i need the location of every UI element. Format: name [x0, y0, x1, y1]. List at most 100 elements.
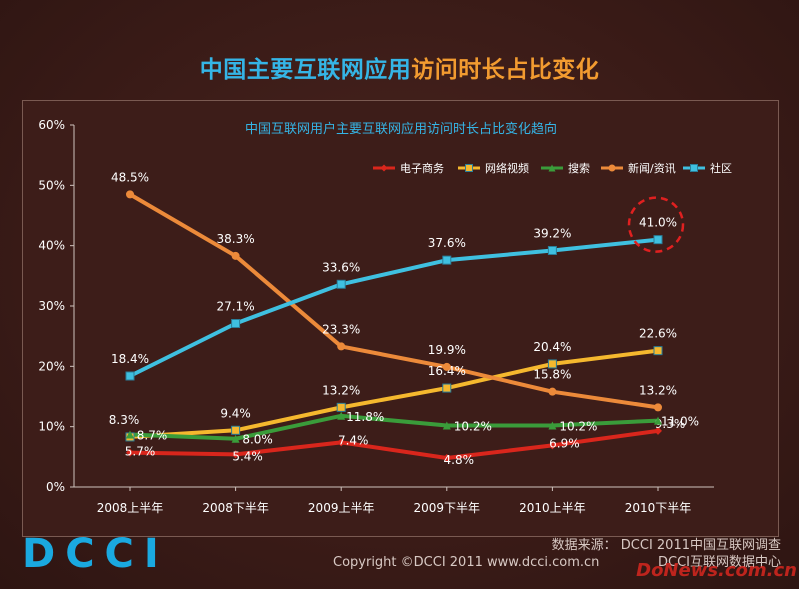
data-point	[548, 421, 557, 430]
series-line	[129, 413, 659, 441]
chart-title: 中国互联网用户主要互联网应用访问时长占比变化趋向	[245, 121, 557, 137]
data-point	[654, 416, 662, 425]
data-point	[336, 402, 346, 412]
dcci-logo: DCCI	[22, 534, 169, 574]
data-label: 18.4%	[111, 352, 149, 366]
x-tick-label: 2008上半年	[97, 501, 164, 515]
y-tick-label: 50%	[38, 178, 65, 192]
y-tick-label: 60%	[38, 118, 65, 132]
x-tick-label: 2008下半年	[202, 501, 269, 515]
data-point	[126, 190, 134, 199]
series-line	[129, 428, 659, 461]
data-point	[548, 387, 557, 396]
series-line	[129, 237, 659, 378]
data-source: 数据来源： DCCI 2011中国互联网调查 DCCI互联网数据中心	[552, 537, 781, 571]
data-point	[126, 430, 134, 439]
data-point	[125, 371, 135, 381]
data-label: 10.2%	[559, 419, 597, 433]
data-label: 10.2%	[454, 419, 492, 433]
data-label: 20.4%	[533, 340, 571, 354]
y-tick-label: 20%	[38, 359, 65, 373]
data-label: 13.2%	[322, 383, 360, 397]
data-label: 9.3%	[655, 417, 686, 431]
y-tick-label: 10%	[38, 420, 65, 434]
y-tick-label: 40%	[38, 239, 65, 253]
data-label: 4.8%	[444, 453, 475, 467]
series-line	[128, 192, 659, 410]
y-tick-label: 0%	[46, 480, 65, 494]
x-tick-label: 2010上半年	[519, 501, 586, 515]
legend-label: 搜索	[568, 161, 590, 175]
source-line-1: 数据来源： DCCI 2011中国互联网调查	[551, 538, 781, 553]
legend-label: 网络视频	[485, 161, 529, 175]
data-label: 41.0%	[639, 216, 677, 230]
legend-label: 新闻/资讯	[628, 161, 676, 175]
data-point	[442, 383, 452, 393]
y-tick-label: 30%	[38, 299, 65, 313]
logo-text: DCCI	[22, 531, 169, 577]
x-tick-label: 2010下半年	[625, 501, 692, 515]
watermark: DoNews.com.cn	[636, 560, 797, 581]
data-label: 23.3%	[322, 322, 360, 336]
data-label: 15.8%	[533, 368, 571, 382]
data-label: 13.2%	[639, 383, 677, 397]
data-point	[337, 411, 346, 420]
highlight-circle	[627, 196, 685, 253]
data-point	[126, 448, 134, 457]
legend-label: 社区	[710, 161, 732, 175]
data-label: 11.8%	[346, 410, 384, 424]
data-point	[653, 346, 663, 356]
data-label: 5.7%	[125, 445, 156, 459]
data-label: 22.6%	[639, 327, 677, 341]
data-point	[548, 441, 557, 450]
data-point	[442, 255, 452, 265]
chart-panel: 0% 10% 20% 30% 40% 50% 60% 2008上半年 2008下半年 2009上半…	[22, 100, 779, 537]
data-label: 8.0%	[242, 433, 273, 447]
data-point	[231, 434, 240, 443]
data-label: 8.7%	[137, 429, 168, 443]
data-label: 9.4%	[220, 406, 251, 420]
data-point	[442, 362, 451, 371]
data-point	[337, 342, 346, 351]
data-point	[547, 245, 557, 255]
data-label: 33.6%	[322, 260, 360, 274]
legend-marker	[690, 164, 698, 172]
legend-marker	[608, 164, 616, 172]
data-label: 39.2%	[533, 226, 571, 240]
data-label: 6.9%	[549, 436, 580, 450]
data-point	[547, 359, 557, 369]
data-label: 7.4%	[338, 433, 369, 447]
data-point	[442, 454, 451, 463]
data-point	[337, 438, 346, 447]
data-label: 5.4%	[232, 449, 263, 463]
source-line-2: DCCI互联网数据中心	[658, 555, 781, 570]
data-point	[654, 403, 662, 412]
data-label: 27.1%	[217, 299, 255, 313]
data-point	[231, 425, 241, 435]
data-label: 8.3%	[109, 413, 140, 427]
copyright-text: Copyright ©DCCI 2011 www.dcci.com.cn	[333, 555, 600, 570]
data-label: 16.4%	[428, 364, 466, 378]
data-point	[654, 426, 662, 435]
legend-marker	[380, 164, 388, 172]
data-point	[653, 235, 663, 245]
x-tick-label: 2009下半年	[414, 501, 481, 515]
legend-marker	[548, 164, 556, 172]
data-label: 19.9%	[428, 343, 466, 357]
page-title: 中国主要互联网应用访问时长占比变化	[0, 50, 799, 84]
data-label: 37.6%	[428, 236, 466, 250]
data-point	[231, 318, 241, 328]
legend-marker	[465, 164, 473, 172]
data-label: 38.3%	[217, 232, 255, 246]
series-line	[129, 348, 659, 439]
x-tick-label: 2009上半年	[308, 501, 375, 515]
data-point	[336, 279, 346, 289]
data-point	[231, 251, 240, 260]
line-chart: 0% 10% 20% 30% 40% 50% 60% 2008上半年 2008下半年 2009上半…	[38, 118, 732, 515]
legend-label: 电子商务	[400, 161, 444, 175]
page-title-part1: 中国主要互联网应用	[199, 57, 412, 83]
data-label: 11.0%	[661, 415, 699, 429]
page-title-part2: 访问时长占比变化	[411, 57, 600, 83]
data-point	[231, 450, 240, 459]
data-point	[442, 421, 451, 430]
